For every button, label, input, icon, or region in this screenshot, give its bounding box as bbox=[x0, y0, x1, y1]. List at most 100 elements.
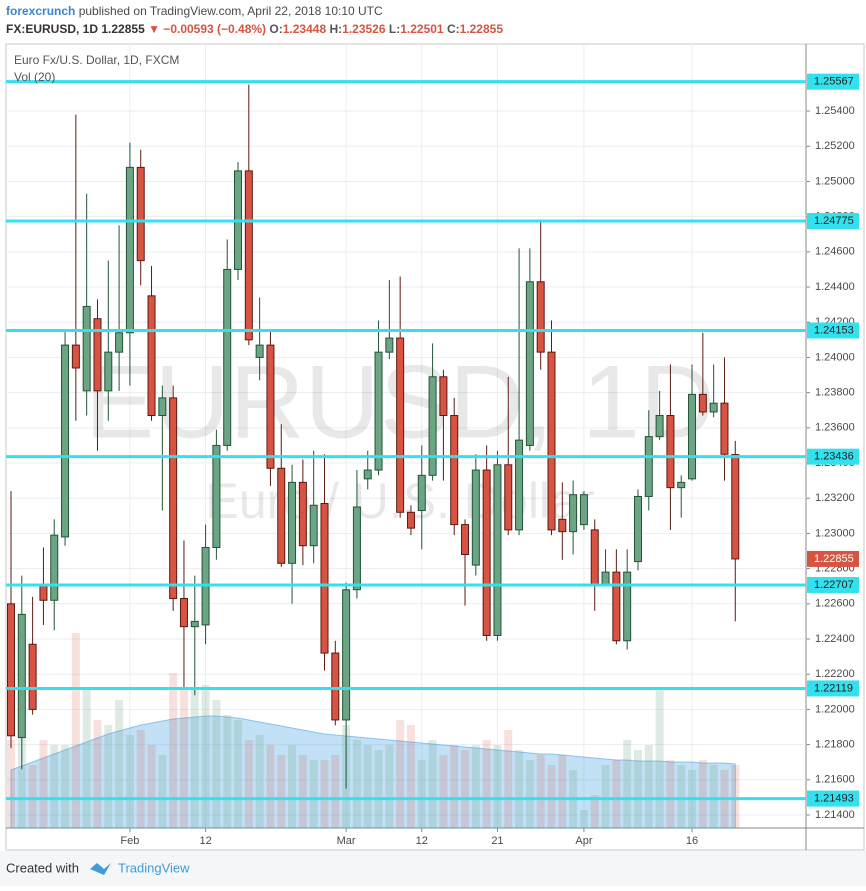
candle-body bbox=[82, 305, 91, 392]
volume-bar bbox=[7, 740, 15, 828]
ohlc-value: 1.22855 bbox=[460, 22, 504, 36]
ohlc: O:1.23448 H:1.23526 L:1.22501 C:1.22855 bbox=[269, 22, 503, 36]
candle-body bbox=[406, 511, 415, 529]
volume-bar bbox=[601, 765, 610, 828]
candle-body bbox=[223, 268, 232, 446]
price: 1.22855 bbox=[101, 22, 145, 36]
volume-bar bbox=[633, 750, 642, 828]
x-tick-label: 21 bbox=[491, 835, 503, 847]
candle-body bbox=[493, 464, 502, 636]
symbol: FX:EURUSD, 1D bbox=[6, 22, 98, 36]
volume-bar bbox=[731, 765, 740, 828]
candle-body bbox=[288, 481, 297, 564]
volume-bar bbox=[320, 760, 329, 828]
candle-body bbox=[655, 414, 664, 438]
candle-body bbox=[7, 603, 15, 737]
volume-bar bbox=[179, 690, 188, 828]
volume-bar bbox=[288, 745, 297, 828]
level-label: 1.21493 bbox=[814, 793, 854, 805]
footer-created: Created with bbox=[6, 860, 79, 875]
x-tick-label: Apr bbox=[575, 835, 592, 847]
volume-bar bbox=[396, 720, 405, 828]
tradingview-logo[interactable] bbox=[90, 863, 111, 875]
volume-bar bbox=[125, 735, 134, 828]
volume-bar bbox=[482, 740, 491, 828]
volume-bar bbox=[82, 690, 91, 828]
volume-bar bbox=[212, 700, 221, 828]
candle-body bbox=[331, 652, 340, 721]
volume-bar bbox=[28, 765, 37, 828]
volume-bar bbox=[104, 725, 113, 828]
candle-body bbox=[547, 351, 556, 531]
candle-body bbox=[374, 351, 383, 471]
level-tag bbox=[807, 73, 859, 90]
volume-bar bbox=[525, 760, 534, 828]
volume-bar bbox=[363, 745, 372, 828]
candle-body bbox=[644, 436, 653, 497]
x-tick-label: Feb bbox=[120, 835, 139, 847]
candle-body bbox=[104, 351, 113, 392]
x-tick-label: 12 bbox=[199, 835, 211, 847]
y-tick-label: 1.22200 bbox=[815, 668, 855, 680]
level-tag bbox=[807, 213, 859, 230]
candle-body bbox=[179, 598, 188, 628]
published: published on TradingView.com, April 22, … bbox=[79, 4, 383, 18]
candle-body bbox=[28, 643, 37, 710]
volume-bar bbox=[493, 745, 502, 828]
level-label: 1.24153 bbox=[814, 324, 854, 336]
volume-bar bbox=[450, 745, 459, 828]
candle-body bbox=[601, 571, 610, 585]
volume-bar bbox=[515, 750, 524, 828]
volume-bar bbox=[677, 765, 686, 828]
volume-bar bbox=[385, 745, 394, 828]
volume-bar bbox=[71, 633, 80, 828]
volume-bar bbox=[61, 745, 70, 828]
candle-body bbox=[136, 166, 145, 262]
candle-body bbox=[255, 344, 264, 358]
volume-bar bbox=[266, 745, 275, 828]
ohlc-value: 1.23526 bbox=[342, 22, 386, 36]
level-label: 1.22707 bbox=[814, 579, 854, 591]
y-tick-label: 1.25000 bbox=[815, 175, 855, 187]
footer-brand[interactable]: TradingView bbox=[118, 860, 190, 875]
candle-body bbox=[298, 481, 307, 547]
candle-body bbox=[666, 414, 675, 489]
candle-body bbox=[352, 506, 361, 591]
level-tag bbox=[807, 680, 859, 697]
candle-body bbox=[71, 344, 80, 369]
candle-body bbox=[590, 529, 599, 585]
volume-bar bbox=[17, 735, 26, 828]
ohlc-label: O: bbox=[269, 22, 282, 36]
candle-body bbox=[633, 495, 642, 563]
candle-body bbox=[125, 166, 134, 334]
y-tick-label: 1.22000 bbox=[815, 703, 855, 715]
candle-body bbox=[320, 502, 329, 654]
volume-bar bbox=[461, 750, 470, 828]
candle-body bbox=[190, 620, 199, 628]
volume-bar bbox=[579, 810, 588, 828]
volume-bar bbox=[169, 673, 178, 828]
footer-bar bbox=[0, 851, 866, 886]
volume-bar bbox=[201, 685, 210, 828]
volume-bar bbox=[331, 755, 340, 828]
volume-bar bbox=[709, 765, 718, 828]
level-tag bbox=[807, 576, 859, 593]
candle-body bbox=[569, 494, 578, 533]
candle-body bbox=[720, 402, 729, 455]
candle-body bbox=[50, 534, 59, 601]
candle-body bbox=[93, 318, 102, 392]
candle-body bbox=[342, 589, 351, 721]
candle-body bbox=[698, 393, 707, 413]
candle-body bbox=[169, 397, 178, 600]
y-tick-label: 1.24000 bbox=[815, 351, 855, 363]
candle-body bbox=[417, 474, 426, 512]
volume-bar bbox=[612, 760, 621, 828]
publisher[interactable]: forexcrunch bbox=[6, 4, 75, 18]
candle-body bbox=[623, 571, 632, 642]
volume-bar bbox=[644, 745, 653, 828]
candle-body bbox=[558, 518, 567, 533]
volume-bar bbox=[439, 755, 448, 828]
chart-title: Euro Fx/U.S. Dollar, 1D, FXCM bbox=[14, 53, 179, 67]
candle-body bbox=[396, 337, 405, 513]
